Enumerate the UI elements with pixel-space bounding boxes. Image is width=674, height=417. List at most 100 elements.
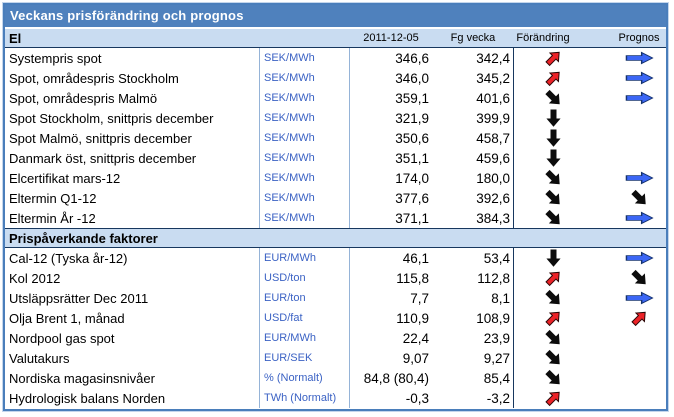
forecast-black-diagonal-down-arrow [602,188,666,208]
row-label: Cal-12 (Tyska år-12) [5,248,260,268]
current-week-value: 371,1 [395,210,429,226]
previous-week-value: 23,9 [432,328,514,348]
section-label: El [9,30,22,46]
table-row: Nordpool gas spot EUR/MWh 22,4 23,9 [5,328,666,348]
current-week-value: -0,3 [405,390,429,406]
row-unit: SEK/MWh [260,68,350,88]
change-black-diagonal-down-arrow [514,348,592,368]
current-week-value: 115,8 [396,270,429,286]
previous-week-value: -3,2 [432,388,514,408]
previous-week-value: 392,6 [432,188,514,208]
section-label: Prispåverkande faktorer [9,230,158,246]
row-unit: EUR/ton [260,288,350,308]
forecast-blue-right-arrow [602,88,666,108]
forecast-empty [602,148,666,168]
previous-week-value: 112,8 [432,268,514,288]
row-label: Spot, områdespris Malmö [5,88,260,108]
column-header-forecast: Prognos [618,32,660,44]
change-black-down-arrow [514,108,592,128]
previous-week-value: 342,4 [432,48,514,68]
previous-week-value: 180,0 [432,168,514,188]
price-report-table: Veckans prisförändring och prognos El 20… [2,2,669,412]
previous-week-value: 85,4 [432,368,514,388]
change-red-diagonal-up-arrow [514,388,592,408]
previous-week-value: 108,9 [432,308,514,328]
forecast-blue-right-arrow [602,248,666,268]
table-row: Spot Stockholm, snittpris december SEK/M… [5,108,666,128]
column-header-previous-week: Fg vecka [450,32,496,44]
table-row: Olja Brent 1, månad USD/fat 110,9 108,9 [5,308,666,328]
forecast-blue-right-arrow [602,68,666,88]
change-red-diagonal-up-arrow [514,48,592,68]
forecast-black-diagonal-down-arrow [602,268,666,288]
previous-week-value: 458,7 [432,128,514,148]
current-week-value: 377,6 [395,190,429,206]
page-title: Veckans prisförändring och prognos [5,5,666,27]
column-header-current-date: 2011-12-05 [363,32,419,44]
row-label: Nordiska magasinsnivåer [5,368,260,388]
row-label: Hydrologisk balans Norden [5,388,260,408]
row-label: Utsläppsrätter Dec 2011 [5,288,260,308]
current-week-value: 346,0 [395,70,429,86]
row-label: Valutakurs [5,348,260,368]
change-black-diagonal-down-arrow [514,208,592,228]
row-label: Eltermin Q1-12 [5,188,260,208]
current-week-value: 9,07 [402,350,429,366]
row-label: Spot, områdespris Stockholm [5,68,260,88]
row-unit: SEK/MWh [260,48,350,68]
forecast-empty [602,128,666,148]
table-row: Systempris spot SEK/MWh 346,6 342,4 [5,48,666,68]
current-week-value: 350,6 [395,130,429,146]
table-row: Cal-12 (Tyska år-12) EUR/MWh 46,1 53,4 [5,248,666,268]
change-black-diagonal-down-arrow [514,168,592,188]
row-unit: SEK/MWh [260,148,350,168]
row-unit: EUR/SEK [260,348,350,368]
forecast-blue-right-arrow [602,208,666,228]
row-unit: SEK/MWh [260,128,350,148]
table-row: Nordiska magasinsnivåer % (Normalt) 84,8… [5,368,666,388]
current-week-value: 22,4 [402,330,429,346]
table-row: Elcertifikat mars-12 SEK/MWh 174,0 180,0 [5,168,666,188]
previous-week-value: 8,1 [432,288,514,308]
forecast-empty [602,328,666,348]
change-red-diagonal-up-arrow [514,308,592,328]
forecast-empty [602,108,666,128]
change-red-diagonal-up-arrow [514,68,592,88]
price-factor-rows: Cal-12 (Tyska år-12) EUR/MWh 46,1 53,4 K… [5,248,666,408]
section-header-price-factors: Prispåverkande faktorer [5,228,666,248]
row-unit: SEK/MWh [260,108,350,128]
section-header-el: El 2011-12-05 Fg vecka Förändring Progno… [5,29,666,48]
table-row: Spot Malmö, snittpris december SEK/MWh 3… [5,128,666,148]
row-label: Olja Brent 1, månad [5,308,260,328]
row-label: Spot Stockholm, snittpris december [5,108,260,128]
forecast-blue-right-arrow [602,48,666,68]
previous-week-value: 459,6 [432,148,514,168]
current-week-value: 110,9 [396,310,429,326]
previous-week-value: 384,3 [432,208,514,228]
el-rows: Systempris spot SEK/MWh 346,6 342,4 Spot… [5,48,666,228]
table-row: Utsläppsrätter Dec 2011 EUR/ton 7,7 8,1 [5,288,666,308]
current-week-value: 46,1 [402,250,429,266]
change-red-diagonal-up-arrow [514,268,592,288]
current-week-value: 7,7 [410,290,429,306]
title-separator [5,27,666,29]
table-row: Spot, områdespris Stockholm SEK/MWh 346,… [5,68,666,88]
row-label: Danmark öst, snittpris december [5,148,260,168]
row-unit: SEK/MWh [260,88,350,108]
row-label: Elcertifikat mars-12 [5,168,260,188]
row-unit: USD/fat [260,308,350,328]
table-row: Hydrologisk balans Norden TWh (Normalt) … [5,388,666,408]
current-week-value: 321,9 [395,110,429,126]
row-label: Kol 2012 [5,268,260,288]
row-unit: EUR/MWh [260,248,350,268]
row-unit: SEK/MWh [260,208,350,228]
row-unit: SEK/MWh [260,188,350,208]
row-unit: TWh (Normalt) [260,388,350,408]
table-row: Spot, områdespris Malmö SEK/MWh 359,1 40… [5,88,666,108]
forecast-empty [602,368,666,388]
current-week-value: 174,0 [395,170,429,186]
forecast-red-diagonal-up-arrow [602,308,666,328]
forecast-blue-right-arrow [602,168,666,188]
row-label: Spot Malmö, snittpris december [5,128,260,148]
row-label: Eltermin År -12 [5,208,260,228]
